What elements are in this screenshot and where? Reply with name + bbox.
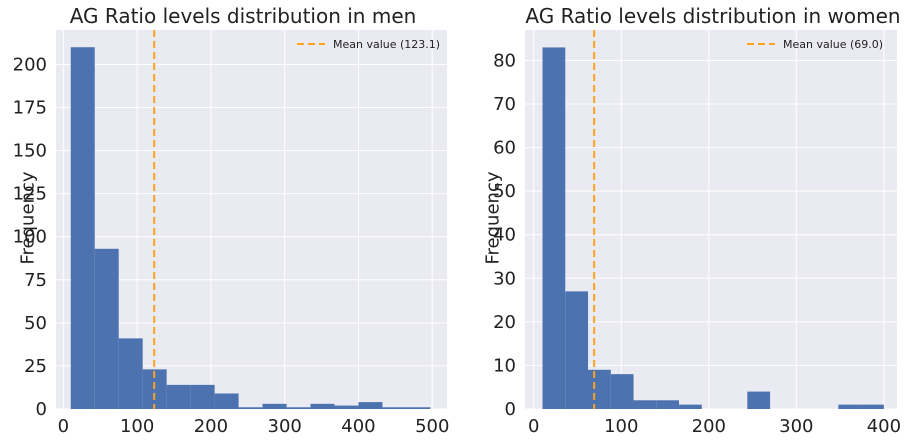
histogram-bar	[588, 369, 611, 409]
histogram-bar	[94, 248, 119, 409]
chart-title: AG Ratio levels distribution in men	[69, 4, 417, 28]
y-tick-label: 0	[36, 399, 47, 420]
y-tick-label: 200	[13, 54, 47, 75]
y-tick-label: 150	[13, 141, 47, 162]
histogram-bar	[286, 407, 311, 409]
x-tick-label: 400	[341, 416, 375, 437]
legend-label: Mean value (123.1)	[333, 38, 440, 51]
histogram-bar	[70, 47, 95, 410]
histogram-bar	[861, 404, 884, 409]
histogram-bar	[542, 47, 566, 409]
x-tick-label: 200	[692, 416, 726, 437]
y-tick-label: 125	[13, 184, 47, 205]
y-tick-label: 70	[493, 94, 516, 115]
histogram-bar	[838, 404, 862, 409]
histogram-bar	[633, 400, 657, 409]
histogram-bar	[656, 400, 680, 409]
histogram-plot: Mean value (69.0) 0 100 200 300 400 0 10 20 30 40 5…	[493, 30, 901, 437]
histogram-bar	[565, 291, 589, 409]
y-tick-label: 25	[24, 356, 47, 377]
x-tick-label: 300	[779, 416, 813, 437]
y-tick-label: 175	[13, 98, 47, 119]
y-tick-label: 60	[493, 138, 516, 159]
y-tick-label: 40	[493, 225, 516, 246]
y-tick-label: 100	[13, 227, 47, 248]
chart-title: AG Ratio levels distribution in women	[525, 4, 901, 28]
x-tick-label: 100	[604, 416, 638, 437]
histogram-bar	[262, 403, 287, 409]
y-tick-label: 30	[493, 268, 516, 289]
chart-panel-men: AG Ratio levels distribution in men Freq…	[13, 4, 450, 437]
y-tick-label: 50	[493, 181, 516, 202]
y-tick-label: 75	[24, 270, 47, 291]
x-tick-label: 0	[58, 416, 69, 437]
histogram-bar	[142, 369, 167, 409]
y-tick-label: 80	[493, 50, 516, 71]
legend-label: Mean value (69.0)	[783, 38, 883, 51]
histogram-bar	[118, 338, 143, 409]
chart-panel-women: AG Ratio levels distribution in women Fr…	[455, 0, 910, 440]
histogram-bar	[238, 407, 263, 409]
histogram-bar	[334, 405, 359, 409]
y-tick-label: 20	[493, 312, 516, 333]
histogram-bar	[610, 374, 634, 409]
y-tick-label: 0	[505, 399, 516, 420]
histogram-bar	[747, 391, 771, 409]
x-tick-label: 0	[528, 416, 539, 437]
x-tick-label: 300	[268, 416, 302, 437]
histogram-bar	[382, 407, 407, 409]
histogram-plot: Mean value (123.1) 0 100 200 300 400 500 0 25 50 7…	[13, 30, 449, 437]
histogram-bar	[190, 384, 215, 409]
x-tick-label: 500	[415, 416, 449, 437]
x-tick-label: 200	[194, 416, 228, 437]
histogram-bar	[679, 404, 702, 409]
histogram-bar	[166, 384, 191, 409]
histogram-bar	[406, 407, 431, 409]
y-tick-label: 50	[24, 313, 47, 334]
x-tick-label: 400	[867, 416, 901, 437]
y-tick-label: 10	[493, 355, 516, 376]
histogram-bar	[214, 393, 239, 409]
x-tick-label: 100	[120, 416, 154, 437]
histogram-bar	[310, 403, 335, 409]
histogram-bar	[358, 402, 383, 409]
